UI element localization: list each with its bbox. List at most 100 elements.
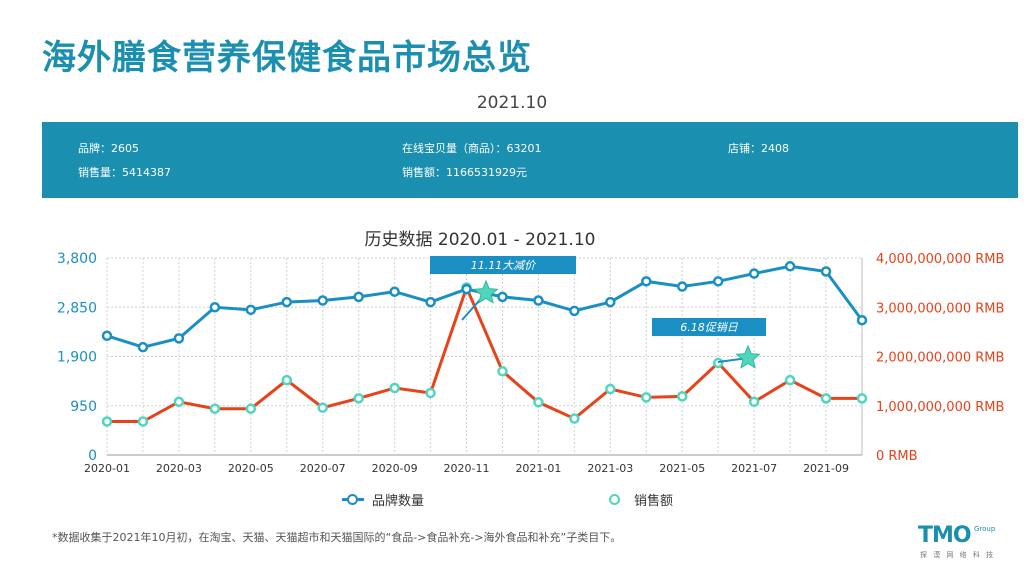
- y-left-tick-label: 950: [70, 399, 97, 415]
- brands-point: [856, 314, 868, 326]
- brands-point: [425, 296, 436, 308]
- sales-point: [425, 387, 436, 399]
- listings-value: 63201: [506, 142, 542, 155]
- x-tick-label: 2020-11: [444, 462, 490, 475]
- annotation-618-box: [652, 318, 766, 336]
- sales-amount-value: 1166531929元: [446, 166, 527, 179]
- report-period: 2021.10: [476, 93, 548, 113]
- brands-point: [569, 305, 580, 317]
- legend-label-brands: 品牌数量: [372, 494, 425, 509]
- annotation-618-label: 6.18促销日: [680, 321, 738, 334]
- sales-point: [569, 413, 580, 424]
- x-tick-label: 2020-07: [300, 462, 346, 475]
- summary-banner: 品牌：2605 销售量：5414387 在线宝贝量（商品）：63201 销售额：…: [42, 122, 1018, 198]
- y-right-tick-label: 1,000,000,000 RMB: [876, 400, 1004, 415]
- sales-amount-label: 销售额：: [402, 166, 446, 179]
- brands-point: [209, 302, 221, 313]
- stores-value: 2408: [761, 142, 789, 155]
- legend-swatch-brands: [342, 494, 364, 505]
- annotation-1111-box: [430, 256, 576, 274]
- sales-point: [353, 393, 364, 404]
- brands-point: [245, 304, 257, 316]
- sales-point: [497, 366, 508, 377]
- brands-point: [461, 283, 472, 295]
- series-line-sales: [107, 283, 862, 424]
- annotation-1111-star-icon: [473, 279, 499, 304]
- brands-point: [317, 295, 328, 306]
- x-tick-label: 2021-05: [659, 462, 705, 475]
- sales-point: [209, 403, 221, 414]
- sales-point: [317, 402, 328, 413]
- brands-value: 2605: [111, 142, 139, 155]
- logo-sup: Group: [974, 525, 996, 533]
- sales-point: [676, 391, 688, 402]
- sales-point: [281, 374, 293, 386]
- brands-point: [712, 276, 724, 287]
- brands-point: [748, 268, 760, 279]
- brands-point: [676, 281, 688, 292]
- x-tick-label: 2020-03: [156, 462, 202, 475]
- brands-point: [353, 291, 364, 303]
- legend-item-sales: 销售额: [604, 490, 673, 509]
- annotation-618-star-icon: [735, 344, 761, 369]
- sales-point: [748, 396, 760, 408]
- logo-sub: 探 漠 网 络 科 技: [920, 551, 996, 559]
- sales-volume-label: 销售量：: [78, 166, 122, 179]
- sales-point: [820, 393, 832, 404]
- brands-point: [281, 296, 293, 308]
- legend-item-brands: 品牌数量: [342, 490, 424, 509]
- y-left-tick-label: 0: [88, 448, 97, 464]
- x-tick-label: 2021-01: [515, 462, 561, 475]
- brands-point: [533, 295, 544, 306]
- page-title: 海外膳食营养保健食品市场总览: [42, 38, 532, 78]
- legend-swatch-sales: [604, 494, 626, 505]
- brands-point: [605, 296, 616, 308]
- x-tick-label: 2021-03: [587, 462, 633, 475]
- sales-volume-value: 5414387: [122, 166, 171, 179]
- sales-point: [389, 382, 400, 394]
- footnote: *数据收集于2021年10月初，在淘宝、天猫、天猫超市和天猫国际的“食品->食品…: [52, 531, 622, 544]
- y-right-tick-label: 2,000,000,000 RMB: [876, 351, 1004, 366]
- sales-point: [101, 416, 113, 427]
- x-tick-label: 2021-07: [731, 462, 777, 475]
- x-tick-label: 2021-09: [803, 462, 849, 475]
- brands-point: [784, 261, 796, 272]
- stores-label: 店铺：: [728, 142, 761, 155]
- sales-point: [533, 397, 544, 408]
- sales-point: [173, 396, 185, 408]
- sales-point: [137, 416, 149, 427]
- x-tick-label: 2020-05: [228, 462, 274, 475]
- brands-point: [137, 341, 149, 353]
- brands-point: [497, 291, 508, 303]
- sales-volume-stat: 销售量：5414387: [78, 164, 171, 180]
- logo-main: TMO: [918, 523, 972, 548]
- listings-label: 在线宝贝量（商品）：: [402, 142, 507, 155]
- listings-stat: 在线宝贝量（商品）：63201: [402, 140, 542, 156]
- brands-label: 品牌：: [78, 142, 111, 155]
- stores-stat: 店铺：2408: [728, 140, 789, 156]
- y-left-tick-label: 3,800: [57, 251, 97, 267]
- brands-point: [641, 276, 652, 287]
- y-right-tick-label: 3,000,000,000 RMB: [876, 301, 1004, 316]
- sales-point: [641, 392, 652, 403]
- x-tick-label: 2020-01: [84, 462, 130, 475]
- brands-point: [389, 286, 400, 297]
- chart-title: 历史数据 2020.01 - 2021.10: [365, 230, 596, 250]
- brands-stat: 品牌：2605: [78, 140, 139, 156]
- y-right-tick-label: 4,000,000,000 RMB: [876, 252, 1004, 267]
- y-right-tick-label: 0 RMB: [876, 449, 918, 464]
- company-logo: TMO Group 探 漠 网 络 科 技: [918, 523, 1010, 563]
- brands-point: [820, 266, 832, 277]
- sales-point: [784, 374, 796, 386]
- y-left-tick-label: 1,900: [57, 350, 97, 366]
- legend-label-sales: 销售额: [634, 494, 674, 509]
- sales-amount-stat: 销售额：1166531929元: [402, 164, 527, 180]
- sales-point: [245, 403, 257, 414]
- y-left-tick-label: 2,850: [57, 300, 97, 316]
- annotation-1111-label: 11.11大减价: [471, 259, 536, 272]
- brands-point: [101, 330, 113, 342]
- x-tick-label: 2020-09: [372, 462, 418, 475]
- brands-point: [173, 333, 185, 344]
- history-chart: 历史数据 2020.01 - 2021.10 0 950 1,900 2,850 3,8…: [57, 230, 1005, 475]
- sales-point: [605, 383, 616, 395]
